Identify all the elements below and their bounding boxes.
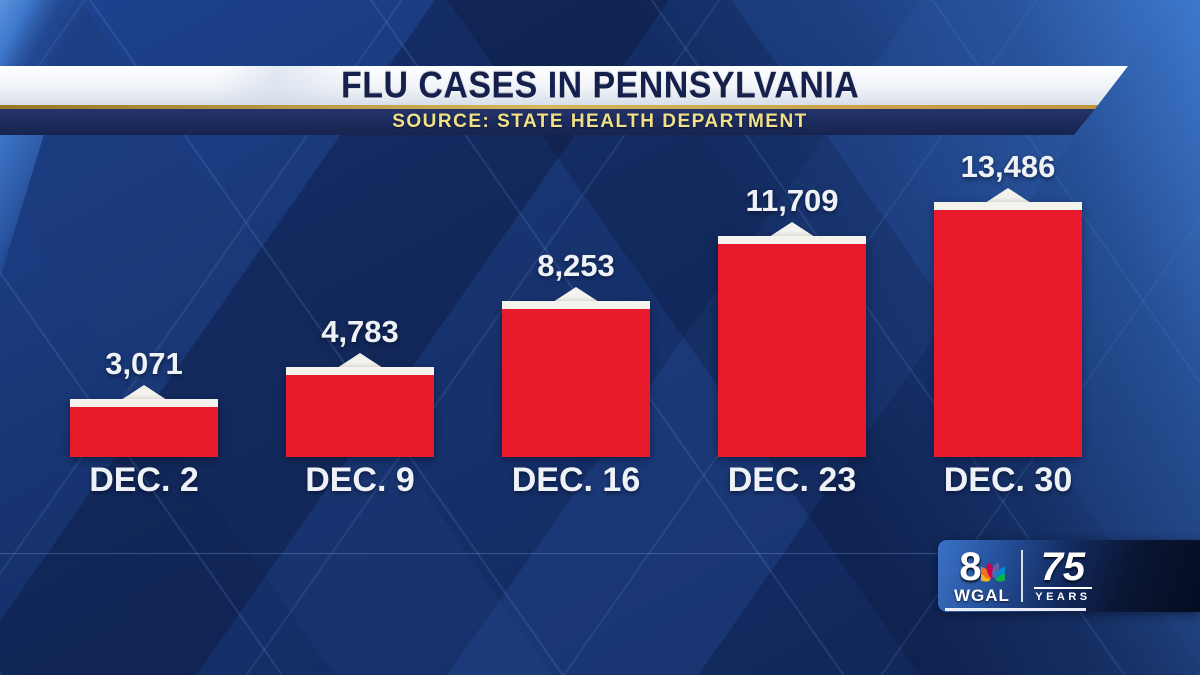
station-number: 8 [959, 544, 982, 589]
bar [718, 236, 866, 457]
station-call-letters: WGAL [954, 585, 1010, 605]
bar-group: 4,783 [286, 316, 434, 457]
bar [502, 301, 650, 457]
logo-separator [1020, 550, 1023, 602]
bar-group: 11,709 [718, 185, 866, 457]
station-id-block: 8 WGAL [954, 544, 1010, 605]
source-attribution: SOURCE: STATE HEALTH DEPARTMENT [392, 111, 808, 132]
banner-gold-divider [0, 105, 1098, 109]
bar [70, 399, 218, 457]
anniversary-block: 75 YEARS [1033, 545, 1092, 603]
bar-date-label: DEC. 30 [943, 461, 1073, 499]
station-number-row: 8 [959, 544, 1005, 589]
bar-value-label: 8,253 [537, 248, 615, 283]
bar-group: 8,253 [502, 250, 650, 457]
nbc-peacock-icon [980, 562, 1005, 582]
title-banner: FLU CASES IN PENNSYLVANIA [0, 64, 1128, 106]
anniversary-label: YEARS [1035, 591, 1091, 603]
background-horizontal-line [0, 553, 1200, 554]
bar-value-label: 4,783 [321, 314, 399, 349]
bar-peak-icon [337, 353, 383, 368]
logo-underline [945, 608, 1086, 611]
bar-value-label: 11,709 [745, 183, 839, 218]
bar-date-label: DEC. 16 [511, 461, 641, 499]
bar-value-label: 3,071 [105, 346, 183, 381]
station-logo-inner: 8 WGAL 75 YEARS [938, 540, 1200, 612]
bar-date-label: DEC. 23 [727, 461, 857, 499]
source-strip: SOURCE: STATE HEALTH DEPARTMENT [0, 109, 1095, 135]
bar-peak-icon [985, 188, 1031, 203]
page-title: FLU CASES IN PENNSYLVANIA [340, 64, 860, 106]
anniversary-divider [1033, 587, 1092, 589]
bar-value-label: 13,486 [960, 149, 1056, 184]
bar-peak-icon [553, 287, 599, 302]
bar-date-label: DEC. 9 [305, 461, 415, 499]
bar-group: 3,071 [70, 348, 218, 457]
bar-peak-icon [769, 222, 815, 237]
bar-date-label: DEC. 2 [89, 461, 199, 499]
station-logo: 8 WGAL 75 YEARS [938, 540, 1200, 612]
bar-group: 13,486 [934, 151, 1082, 457]
anniversary-number: 75 [1040, 545, 1086, 589]
bar-peak-icon [121, 385, 167, 400]
bar [286, 367, 434, 457]
bar [934, 202, 1082, 457]
